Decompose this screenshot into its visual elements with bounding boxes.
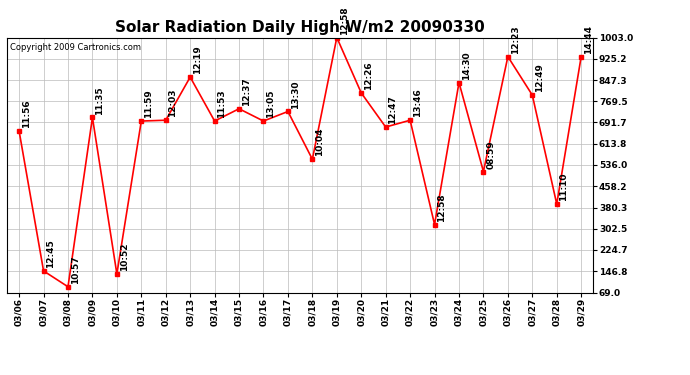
Text: 08:59: 08:59 bbox=[486, 140, 495, 169]
Text: 12:03: 12:03 bbox=[168, 89, 177, 117]
Text: 12:58: 12:58 bbox=[339, 6, 348, 35]
Text: 14:44: 14:44 bbox=[584, 25, 593, 54]
Text: 14:30: 14:30 bbox=[462, 51, 471, 80]
Text: 12:19: 12:19 bbox=[193, 45, 202, 74]
Text: 12:26: 12:26 bbox=[364, 62, 373, 90]
Text: 11:35: 11:35 bbox=[95, 86, 104, 115]
Text: 11:53: 11:53 bbox=[217, 90, 226, 118]
Text: 11:10: 11:10 bbox=[560, 173, 569, 201]
Text: 12:47: 12:47 bbox=[388, 95, 397, 124]
Text: 12:45: 12:45 bbox=[46, 239, 55, 268]
Text: 10:57: 10:57 bbox=[71, 255, 80, 284]
Text: Copyright 2009 Cartronics.com: Copyright 2009 Cartronics.com bbox=[10, 43, 141, 52]
Title: Solar Radiation Daily High W/m2 20090330: Solar Radiation Daily High W/m2 20090330 bbox=[115, 20, 485, 35]
Text: 12:49: 12:49 bbox=[535, 63, 544, 92]
Text: 11:56: 11:56 bbox=[22, 100, 31, 128]
Text: 10:04: 10:04 bbox=[315, 128, 324, 156]
Text: 12:23: 12:23 bbox=[511, 25, 520, 54]
Text: 12:37: 12:37 bbox=[241, 77, 251, 106]
Text: 11:59: 11:59 bbox=[144, 90, 153, 118]
Text: 12:58: 12:58 bbox=[437, 193, 446, 222]
Text: 13:05: 13:05 bbox=[266, 90, 275, 118]
Text: 13:30: 13:30 bbox=[290, 80, 299, 109]
Text: 10:52: 10:52 bbox=[119, 243, 128, 271]
Text: 13:46: 13:46 bbox=[413, 89, 422, 117]
